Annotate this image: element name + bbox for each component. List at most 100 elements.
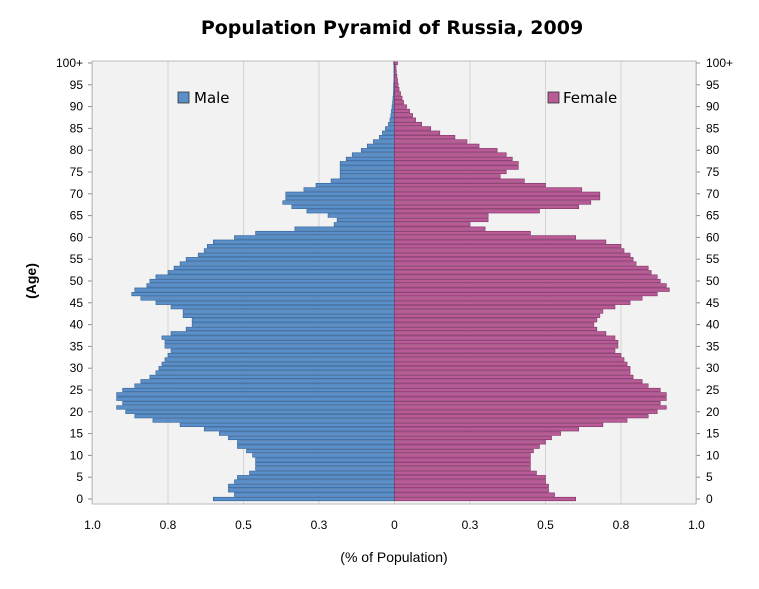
- bar-male: [294, 226, 395, 231]
- x-ticks: 1.0 0.8 0.5 0.3 0 0.3 0.5 0.8 1.0: [84, 518, 705, 532]
- bar-female: [394, 209, 540, 214]
- bar-male: [164, 357, 395, 362]
- bar-male: [122, 387, 395, 393]
- bar-male: [391, 104, 395, 109]
- bar-female: [394, 353, 622, 358]
- bar-male: [197, 252, 395, 257]
- y-tick-label-right: 65: [706, 209, 720, 223]
- bar-male: [249, 470, 395, 475]
- bar-male: [345, 156, 395, 162]
- y-tick-label-right: 100+: [706, 56, 733, 70]
- bar-female: [394, 165, 519, 170]
- bar-male: [391, 108, 395, 114]
- bar-female: [394, 204, 580, 209]
- y-tick-label-right: 10: [706, 448, 720, 462]
- bar-female: [394, 344, 619, 349]
- bar-female: [394, 244, 622, 249]
- y-tick-label-left: 90: [70, 100, 84, 114]
- bar-female: [394, 300, 631, 305]
- bar-female: [394, 222, 471, 227]
- bar-female: [394, 117, 416, 122]
- bar-female: [394, 73, 398, 79]
- x-tick-label: 1.0: [688, 518, 705, 532]
- legend-female: Female: [547, 89, 617, 107]
- bar-male: [203, 427, 395, 432]
- bar-male: [255, 230, 395, 236]
- y-tick-label-right: 25: [706, 383, 720, 397]
- bar-male: [252, 453, 395, 458]
- bar-female: [394, 414, 649, 419]
- bar-female: [394, 305, 616, 310]
- y-tick-label-left: 25: [70, 383, 84, 397]
- bar-male: [228, 488, 395, 493]
- y-tick-label-right: 40: [706, 318, 720, 332]
- bar-female: [394, 374, 634, 380]
- bar-female: [394, 213, 489, 218]
- bar-female: [394, 248, 625, 253]
- bar-male: [315, 182, 395, 188]
- y-tick-label-right: 55: [706, 252, 720, 266]
- y-tick-label-left: 65: [70, 209, 84, 223]
- y-tick-label-left: 40: [70, 318, 84, 332]
- bar-female: [394, 257, 634, 262]
- x-tick-label: 0.5: [235, 518, 252, 532]
- bar-male: [213, 239, 395, 244]
- bar-male: [389, 117, 395, 122]
- y-tick-label-right: 60: [706, 230, 720, 244]
- bar-male: [134, 414, 395, 419]
- bar-male: [203, 248, 395, 253]
- bar-female: [394, 104, 407, 109]
- bar-male: [155, 300, 395, 305]
- bar-female: [394, 82, 399, 87]
- bar-male: [255, 462, 395, 467]
- bar-male: [116, 396, 395, 401]
- chart-title: Population Pyramid of Russia, 2009: [201, 17, 583, 39]
- bar-male: [373, 139, 395, 144]
- y-tick-label-left: 35: [70, 339, 84, 353]
- bar-female: [394, 313, 601, 318]
- bar-male: [327, 213, 395, 218]
- bar-male: [282, 200, 395, 205]
- y-tick-label-right: 50: [706, 274, 720, 288]
- y-tick-label-left: 10: [70, 448, 84, 462]
- bar-female: [394, 278, 661, 284]
- y-tick-label-left: 85: [70, 121, 84, 135]
- bar-female: [394, 156, 513, 162]
- bar-male: [339, 161, 395, 166]
- bar-female: [394, 291, 658, 297]
- bar-female: [394, 448, 534, 454]
- bar-female: [394, 409, 658, 414]
- y-tick-label-left: 80: [70, 143, 84, 157]
- bar-female: [394, 196, 601, 201]
- y-tick-label-right: 70: [706, 187, 720, 201]
- bar-female: [394, 383, 649, 388]
- bar-male: [213, 496, 395, 502]
- bar-male: [291, 204, 395, 209]
- y-tick-label-left: 20: [70, 405, 84, 419]
- y-tick-label-right: 20: [706, 405, 720, 419]
- bar-male: [116, 405, 395, 410]
- bar-female: [394, 174, 501, 179]
- bar-female: [394, 370, 631, 375]
- bar-female: [394, 226, 486, 231]
- bar-male: [146, 283, 395, 288]
- y-tick-label-left: 30: [70, 361, 84, 375]
- bar-male: [285, 191, 395, 196]
- bar-female: [394, 387, 661, 393]
- bar-female: [394, 331, 607, 336]
- x-tick-label: 0.3: [311, 518, 328, 532]
- bar-male: [339, 174, 395, 179]
- bar-female: [394, 479, 546, 484]
- bar-female: [394, 427, 580, 432]
- x-tick-label: 0.8: [613, 518, 630, 532]
- bar-female: [394, 239, 607, 244]
- bar-male: [390, 113, 395, 118]
- bar-male: [367, 143, 395, 148]
- bar-female: [394, 274, 658, 279]
- bar-female: [394, 69, 397, 74]
- y-tick-label-right: 0: [706, 492, 713, 506]
- y-tick-label-left: 5: [76, 470, 83, 484]
- bar-female: [394, 178, 525, 183]
- bar-male: [339, 165, 395, 170]
- bar-male: [379, 135, 395, 140]
